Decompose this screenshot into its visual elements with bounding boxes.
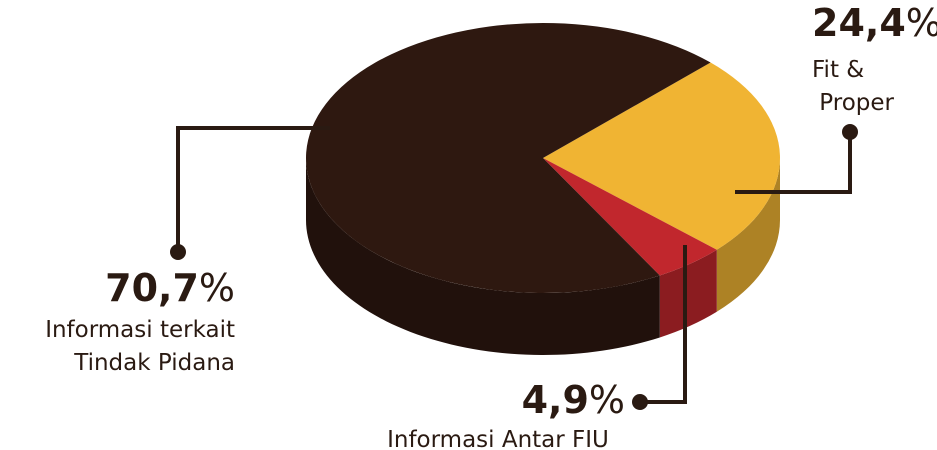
leader-line	[176, 126, 330, 252]
category-label: Informasi terkait Tindak Pidana	[45, 317, 235, 376]
slice-side	[716, 158, 780, 312]
leader-dot	[632, 394, 648, 410]
slice	[305, 23, 711, 294]
leader-line	[735, 132, 852, 194]
leader-dot	[170, 244, 186, 260]
leader-line	[640, 245, 687, 404]
value-label: 4,9%	[522, 378, 625, 422]
category-label: Informasi Antar FIU	[387, 427, 609, 450]
leader-dot	[842, 124, 858, 140]
slice-side	[306, 158, 660, 356]
value-label: 24,4%	[812, 1, 937, 45]
category-label: Fit & Proper	[812, 57, 895, 116]
slice	[543, 62, 780, 250]
value-label: 70,7%	[105, 266, 235, 310]
slice-side	[659, 249, 717, 338]
slice	[543, 158, 717, 276]
